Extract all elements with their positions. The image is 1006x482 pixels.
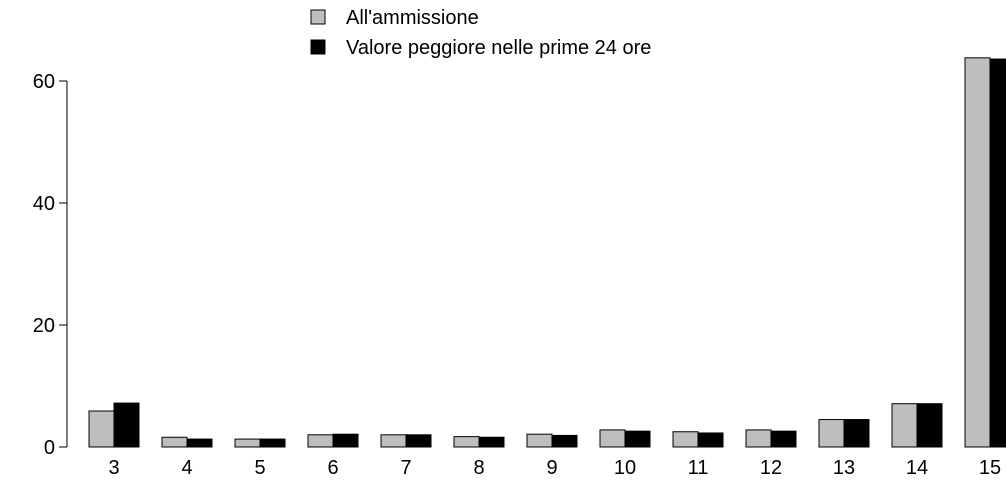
y-axis: 0 20 40 60 [33, 71, 68, 459]
y-tick-label: 20 [33, 315, 55, 337]
legend-swatch [310, 9, 326, 25]
x-tick-label: 10 [614, 457, 636, 479]
bar-peggiore-15 [989, 58, 1006, 448]
legend-label: All'ammissione [346, 7, 479, 29]
x-tick-label: 12 [760, 457, 782, 479]
legend-label: Valore peggiore nelle prime 24 ore [346, 37, 651, 59]
legend-swatch [310, 39, 326, 55]
x-tick-label: 6 [327, 457, 338, 479]
bar-peggiore-7 [405, 434, 432, 448]
x-tick-label: 14 [906, 457, 928, 479]
x-tick-label: 11 [688, 457, 709, 479]
x-tick-label: 7 [400, 457, 411, 479]
legend: All'ammissione Valore peggiore nelle prim… [310, 7, 651, 59]
bar-peggiore-14 [916, 403, 943, 448]
bar-ammissione-5 [234, 438, 261, 448]
bar-peggiore-3 [113, 402, 140, 448]
bar-peggiore-10 [624, 430, 651, 448]
bar-ammissione-8 [453, 436, 480, 448]
bar-ammissione-12 [745, 429, 772, 448]
bar-ammissione-3 [88, 410, 115, 448]
bar-peggiore-5 [259, 438, 286, 448]
x-tick-label: 5 [254, 457, 265, 479]
bar-ammissione-11 [672, 431, 699, 448]
y-tick-label: 40 [33, 193, 55, 215]
bar-ammissione-13 [818, 419, 845, 448]
y-tick-label: 60 [33, 71, 55, 93]
x-tick-label: 9 [546, 457, 557, 479]
bar-peggiore-13 [843, 419, 870, 448]
x-tick-label: 4 [181, 457, 192, 479]
x-tick-label: 15 [979, 457, 1001, 479]
bar-peggiore-4 [186, 438, 213, 448]
bar-ammissione-10 [599, 429, 626, 448]
x-tick-label: 3 [108, 457, 119, 479]
y-tick-label: 0 [44, 437, 55, 459]
bar-peggiore-9 [551, 434, 578, 448]
bar-ammissione-15 [964, 57, 991, 448]
x-tick-label: 8 [473, 457, 484, 479]
bar-peggiore-11 [697, 432, 724, 448]
bar-peggiore-6 [332, 433, 359, 448]
bars [88, 57, 1006, 448]
bar-ammissione-6 [307, 434, 334, 448]
bar-ammissione-14 [891, 403, 918, 448]
bar-ammissione-4 [161, 436, 188, 448]
bar-ammissione-7 [380, 434, 407, 448]
x-axis: 3 4 5 6 7 8 9 10 11 12 13 14 15 [108, 457, 1001, 479]
bar-peggiore-8 [478, 436, 505, 448]
bar-peggiore-12 [770, 430, 797, 448]
bar-ammissione-9 [526, 433, 553, 448]
x-tick-label: 13 [833, 457, 855, 479]
